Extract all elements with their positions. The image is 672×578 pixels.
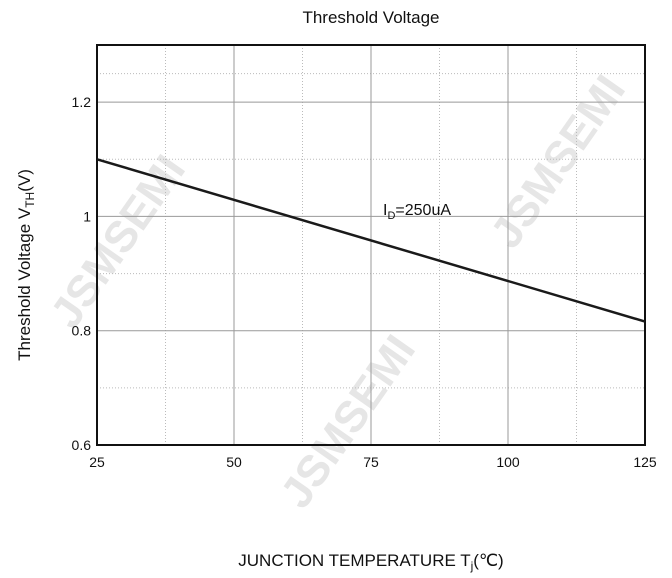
y-tick-label: 0.8 — [72, 323, 92, 339]
y-axis-label-sub: TH — [23, 192, 37, 208]
annotation: ID=250uA — [383, 202, 451, 222]
data-line — [96, 158, 646, 323]
annotation-rest: =250uA — [395, 202, 451, 219]
x-tick-label: 100 — [496, 454, 520, 470]
y-axis-label-rest: (V) — [15, 169, 34, 192]
plot-frame — [96, 44, 646, 446]
x-axis-label-main: JUNCTION TEMPERATURE T — [238, 551, 470, 570]
x-tick-label: 50 — [226, 454, 242, 470]
x-axis-label: JUNCTION TEMPERATURE Tj(℃) — [238, 551, 503, 573]
x-tick-label: 125 — [633, 454, 657, 470]
y-axis-label: Threshold Voltage VTH(V) — [15, 169, 37, 361]
watermark: JSMSEMI — [481, 67, 635, 257]
x-tick-label: 75 — [363, 454, 379, 470]
annotation-sub: D — [387, 210, 395, 222]
x-tick-label: 25 — [89, 454, 105, 470]
annotation-main: I — [383, 202, 387, 219]
y-tick-label: 0.6 — [72, 437, 92, 453]
chart-title: Threshold Voltage — [302, 8, 439, 27]
y-tick-label: 1.2 — [72, 94, 92, 110]
y-axis-label-main: Threshold Voltage V — [15, 207, 34, 361]
watermark: JSMSEMI — [41, 147, 195, 337]
x-axis-label-sub: j — [470, 559, 474, 573]
y-tick-label: 1 — [83, 208, 91, 224]
watermark: JSMSEMI — [271, 327, 425, 517]
x-axis-label-rest: (℃) — [473, 551, 503, 570]
